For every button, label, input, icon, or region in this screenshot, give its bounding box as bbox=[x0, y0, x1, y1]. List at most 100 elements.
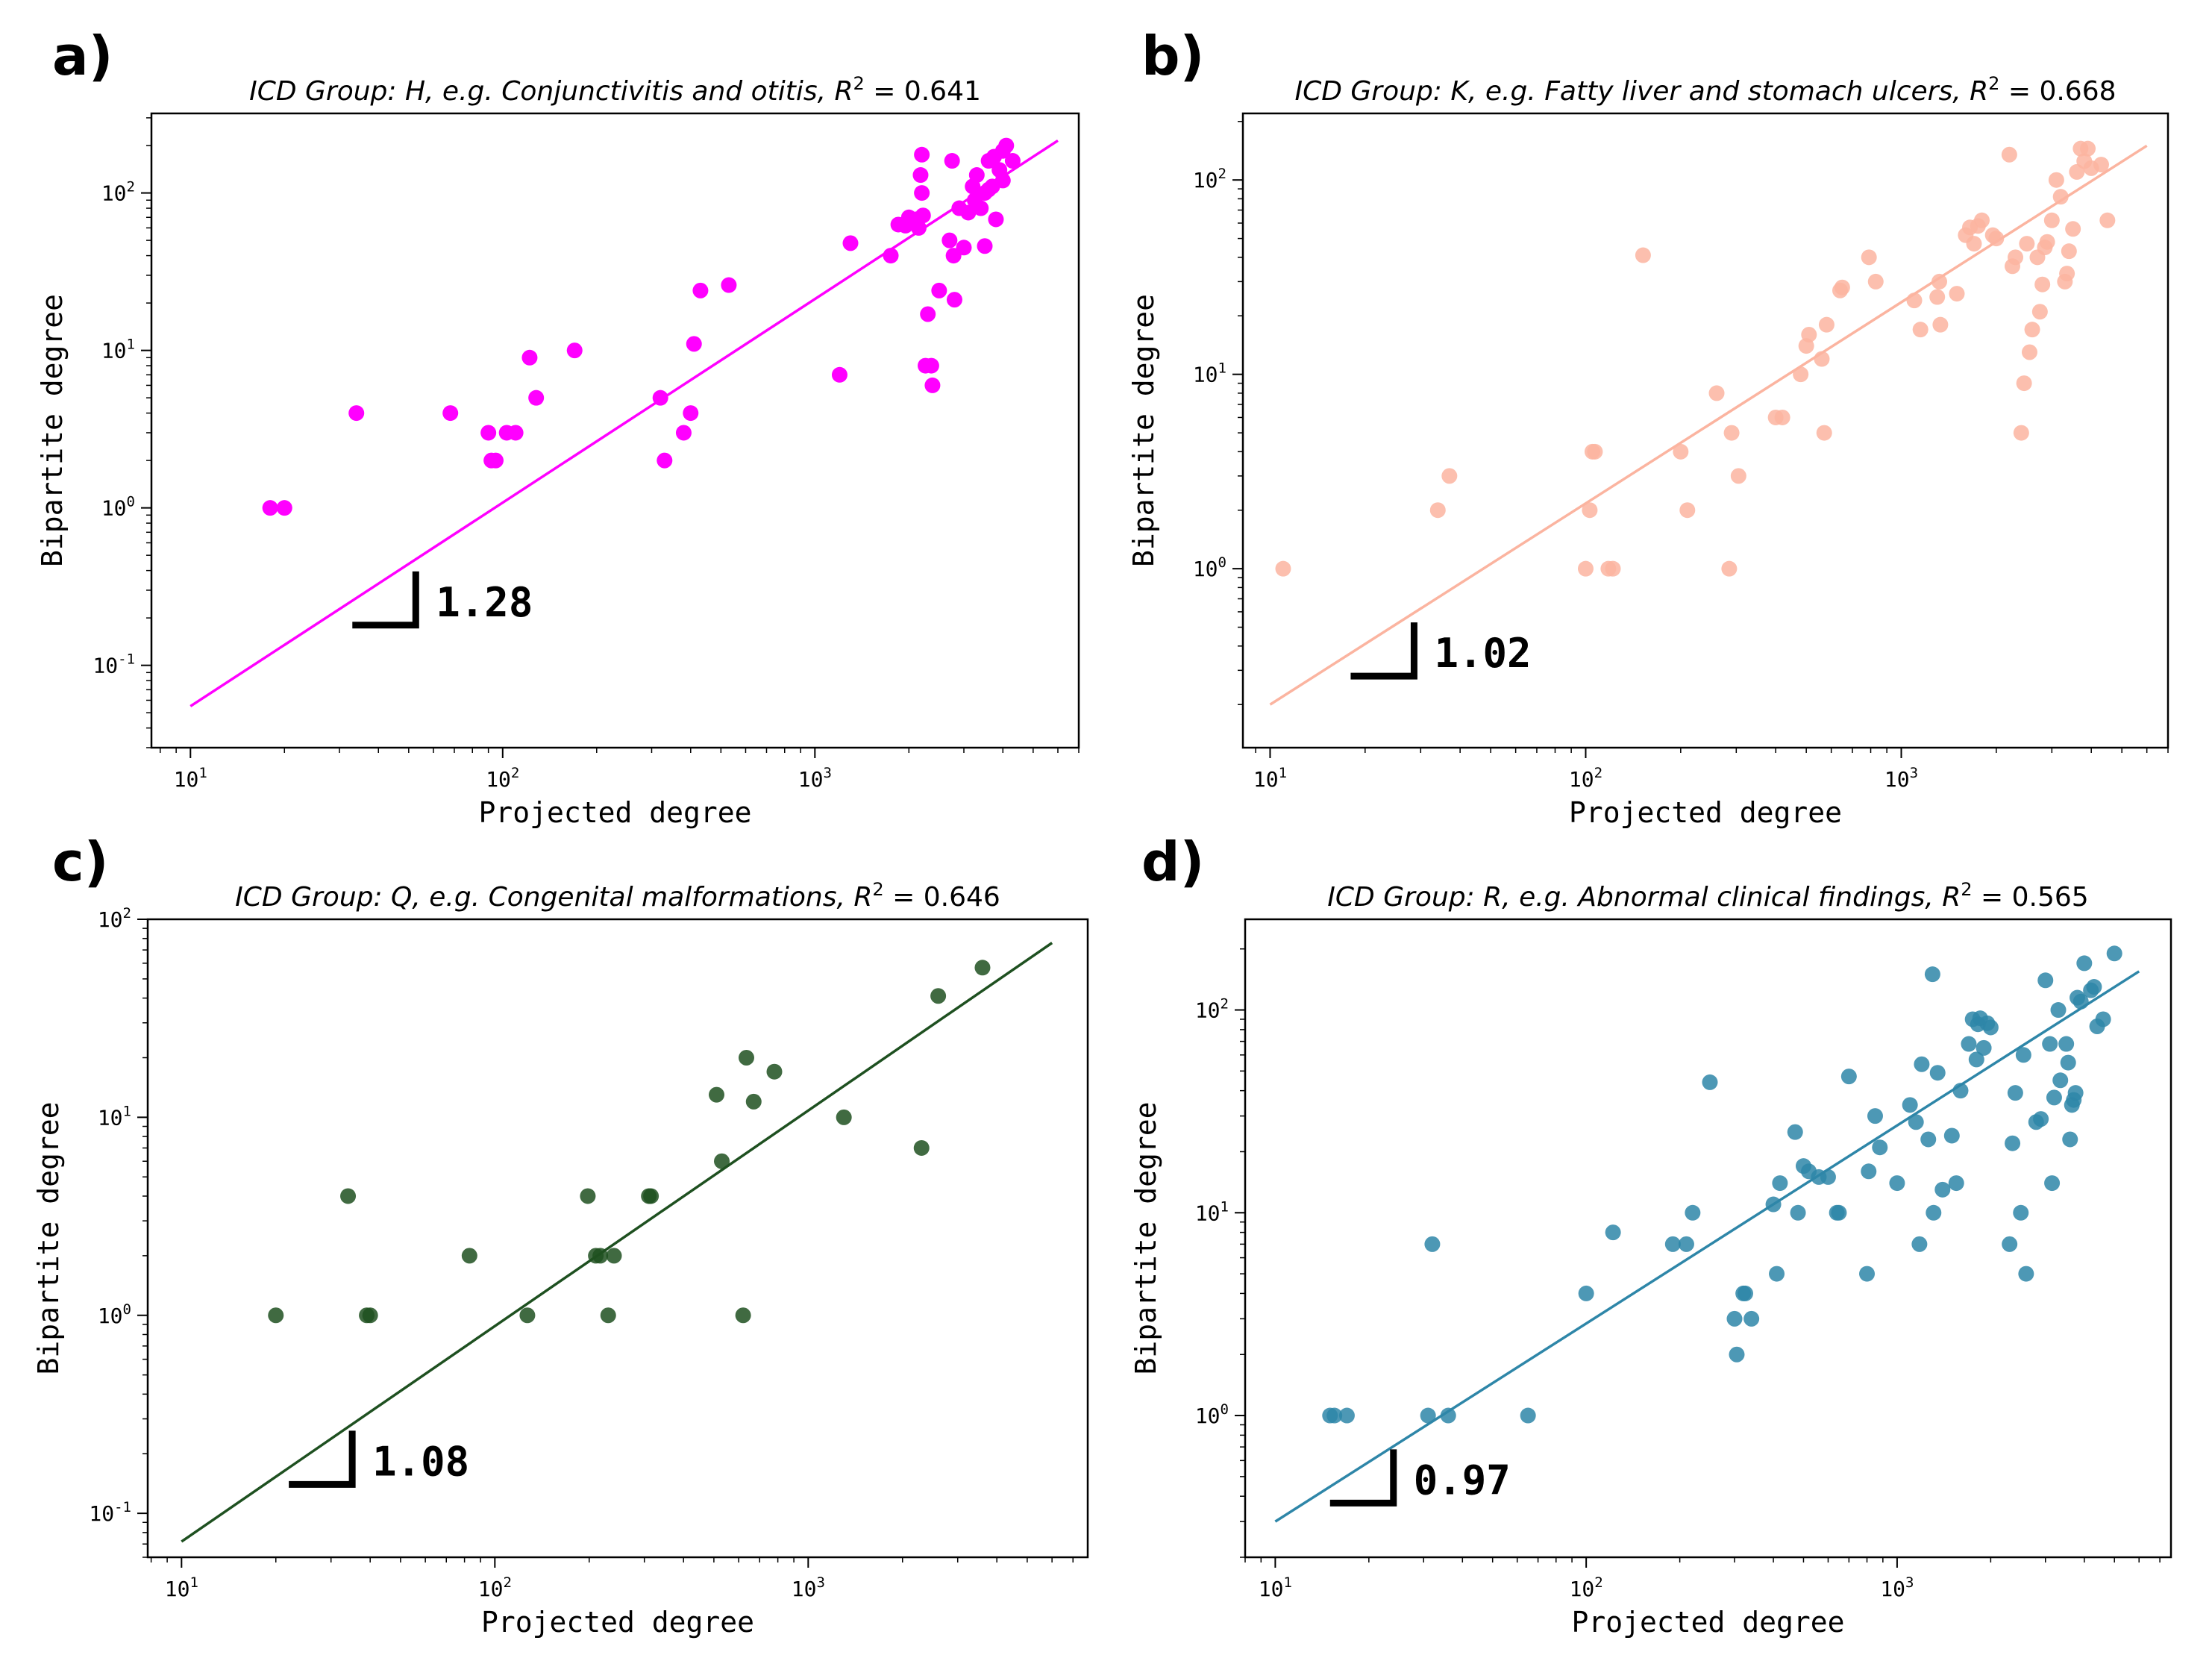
data-point bbox=[2052, 189, 2069, 205]
data-point bbox=[1275, 560, 1291, 577]
data-point bbox=[1867, 273, 1884, 290]
data-point bbox=[745, 1093, 762, 1110]
data-point bbox=[2005, 1135, 2021, 1151]
data-point bbox=[1912, 322, 1929, 338]
data-point bbox=[340, 1188, 357, 1204]
data-point bbox=[2039, 234, 2055, 250]
data-point bbox=[1889, 1175, 1905, 1192]
data-point bbox=[1429, 502, 1446, 519]
plot-area bbox=[1269, 140, 2148, 706]
data-point bbox=[1708, 385, 1725, 401]
data-point bbox=[442, 405, 459, 422]
data-point bbox=[2001, 146, 2017, 163]
data-point bbox=[912, 167, 929, 184]
x-tick-label: 103 bbox=[1884, 765, 1918, 792]
data-point bbox=[2043, 212, 2060, 228]
data-point bbox=[1420, 1407, 1436, 1424]
data-point bbox=[842, 235, 859, 251]
data-point bbox=[348, 405, 365, 422]
data-point bbox=[2024, 322, 2040, 338]
slope-marker: 1.08 bbox=[289, 1430, 469, 1488]
data-point bbox=[2007, 1085, 2023, 1101]
data-point bbox=[1820, 1169, 1836, 1185]
data-point bbox=[1840, 1069, 1857, 1085]
plot-area bbox=[1274, 945, 2140, 1523]
data-point bbox=[1924, 966, 1940, 983]
data-point bbox=[1774, 409, 1790, 425]
data-point bbox=[1932, 316, 1949, 333]
data-point bbox=[913, 1139, 930, 1156]
y-tick-label: 100 bbox=[98, 1301, 131, 1328]
data-point bbox=[1988, 231, 2005, 247]
data-point bbox=[657, 452, 673, 469]
fit-line bbox=[1269, 144, 2148, 706]
data-point bbox=[2099, 212, 2116, 228]
data-point bbox=[1520, 1407, 1536, 1424]
data-point bbox=[930, 988, 947, 1004]
data-point bbox=[1931, 273, 1948, 290]
data-point bbox=[1952, 1083, 1969, 1099]
y-tick-label: 101 bbox=[101, 337, 135, 363]
data-point bbox=[1966, 236, 1982, 252]
data-point bbox=[1943, 1127, 1960, 1144]
data-point bbox=[2013, 425, 2029, 441]
data-point bbox=[675, 425, 692, 441]
chart-panel-1: a) ICD Group: H, e.g. Conjunctivitis and … bbox=[36, 25, 1080, 829]
data-point bbox=[721, 277, 737, 293]
data-point bbox=[1605, 1224, 1621, 1241]
data-point bbox=[924, 377, 941, 393]
data-point bbox=[276, 500, 292, 516]
y-tick-label: 102 bbox=[1195, 996, 1229, 1023]
x-tick-label: 101 bbox=[174, 765, 207, 792]
data-point bbox=[480, 425, 497, 441]
fit-line bbox=[189, 139, 1059, 707]
data-point bbox=[956, 240, 972, 256]
data-point bbox=[2086, 979, 2102, 995]
y-axis-label: Bipartite degree bbox=[1130, 1101, 1162, 1374]
data-point bbox=[1816, 425, 1832, 441]
data-point bbox=[1801, 327, 1817, 343]
chart-title: ICD Group: K, e.g. Fatty liver and stoma… bbox=[1294, 73, 2116, 107]
data-point bbox=[1949, 286, 1965, 302]
x-tick-label: 102 bbox=[1569, 765, 1602, 792]
data-point bbox=[1702, 1074, 1718, 1090]
data-point bbox=[883, 248, 899, 264]
data-point bbox=[1926, 1204, 1942, 1221]
data-point bbox=[1814, 351, 1830, 367]
data-point bbox=[1338, 1407, 1355, 1424]
data-point bbox=[920, 306, 936, 322]
data-point bbox=[738, 1049, 754, 1066]
data-point bbox=[1906, 293, 1923, 309]
data-point bbox=[461, 1248, 477, 1264]
data-point bbox=[923, 357, 939, 374]
y-axis-label: Bipartite degree bbox=[36, 294, 69, 567]
data-point bbox=[1961, 1036, 1977, 1052]
y-tick-label: 101 bbox=[98, 1103, 131, 1130]
data-point bbox=[914, 146, 930, 163]
data-point bbox=[1787, 1124, 1803, 1140]
data-point bbox=[766, 1063, 783, 1080]
data-point bbox=[528, 390, 545, 406]
slope-triangle bbox=[1350, 622, 1417, 680]
data-point bbox=[708, 1086, 724, 1103]
slope-triangle bbox=[289, 1430, 356, 1488]
y-tick-label: 10-1 bbox=[89, 1499, 131, 1526]
data-point bbox=[686, 336, 702, 352]
data-point bbox=[521, 349, 538, 366]
y-tick-label: 102 bbox=[1193, 166, 1226, 193]
data-point bbox=[1772, 1175, 1788, 1192]
chart-panel-2: b) ICD Group: K, e.g. Fatty liver and sto… bbox=[1127, 25, 2169, 829]
data-point bbox=[1723, 425, 1740, 441]
data-point bbox=[2076, 955, 2093, 972]
data-point bbox=[1721, 560, 1738, 577]
data-point bbox=[592, 1248, 609, 1264]
data-point bbox=[1793, 366, 1809, 383]
axes-frame bbox=[146, 918, 1089, 1559]
data-point bbox=[1587, 443, 1603, 460]
data-point bbox=[2021, 344, 2037, 360]
chart-panel-4: d) ICD Group: R, e.g. Abnormal clinical f… bbox=[1130, 830, 2172, 1639]
data-point bbox=[1920, 1131, 1937, 1148]
data-point bbox=[2061, 243, 2077, 260]
y-tick-label: 100 bbox=[101, 494, 135, 521]
chart-title: ICD Group: R, e.g. Abnormal clinical fin… bbox=[1327, 879, 2088, 913]
